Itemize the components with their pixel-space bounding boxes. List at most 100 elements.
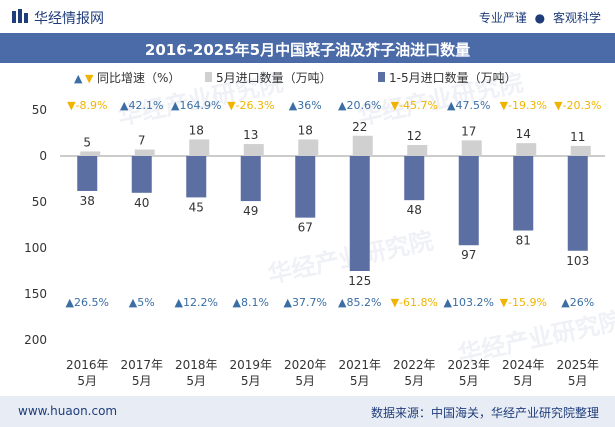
ytd-growth-label: ▲37.7% (284, 296, 327, 309)
ytd-value-label: 67 (298, 221, 313, 235)
top-header: 华经情报网 专业严谨 ● 客观科学 (0, 0, 615, 33)
ytd-value-label: 125 (348, 274, 371, 288)
x-category-label-year: 2022年 (393, 358, 436, 372)
ytd-bar (186, 156, 207, 198)
ytd-value-label: 81 (516, 234, 531, 248)
x-category-label-month: 5月 (295, 374, 315, 388)
may-growth-label: ▲20.6% (338, 99, 381, 112)
chart: 华经产业研究院华经产业研究院华经产业研究院华经产业研究院▲▼同比增速（%）5月进… (24, 69, 615, 388)
ytd-growth-label: ▲26.5% (66, 296, 109, 309)
ytd-value-label: 103 (566, 254, 589, 268)
logo-icon (12, 9, 28, 23)
may-growth-label: ▲42.1% (120, 99, 163, 112)
may-growth-label: ▲164.9% (171, 99, 221, 112)
slogan-separator: ● (534, 11, 546, 25)
x-category-label-month: 5月 (241, 374, 261, 388)
legend-up-marker: ▲ (74, 72, 83, 85)
ytd-bar (240, 156, 261, 202)
legend-ytd-label: 1-5月进口数量（万吨） (389, 70, 517, 85)
x-category-label-month: 5月 (350, 374, 370, 388)
x-category-label-month: 5月 (132, 374, 152, 388)
ytd-value-label: 40 (134, 196, 149, 210)
may-bar (134, 149, 155, 156)
website-url: www.huaon.com (18, 404, 118, 418)
may-growth-label: ▲36% (289, 99, 322, 112)
x-category-label-month: 5月 (459, 374, 479, 388)
y-tick-label: 50 (32, 195, 47, 209)
ytd-bar (349, 156, 370, 271)
ytd-bar (404, 156, 425, 201)
may-value-label: 17 (461, 124, 476, 138)
footer-bar: www.huaon.com 数据来源：中国海关，华经产业研究院整理 (0, 396, 615, 427)
x-category-label-month: 5月 (568, 374, 588, 388)
may-bar (352, 135, 373, 156)
ytd-bar (295, 156, 316, 218)
legend-may-swatch (205, 72, 212, 82)
ytd-value-label: 49 (243, 204, 258, 218)
title-bar: 2016-2025年5月中国菜子油及芥子油进口数量 (0, 33, 615, 63)
x-category-label-year: 2025年 (556, 358, 599, 372)
ytd-growth-label: ▲26% (561, 296, 594, 309)
may-growth-label: ▼-26.3% (227, 99, 274, 112)
ytd-growth-label: ▲8.1% (233, 296, 269, 309)
x-category-label-year: 2016年 (66, 358, 109, 372)
x-category-label-month: 5月 (404, 374, 424, 388)
ytd-value-label: 97 (461, 248, 476, 262)
x-category-label-year: 2021年 (338, 358, 381, 372)
may-value-label: 22 (352, 120, 367, 134)
slogan: 专业严谨 ● 客观科学 (479, 9, 601, 26)
y-tick-label: 150 (24, 287, 47, 301)
may-value-label: 11 (570, 130, 585, 144)
may-growth-label: ▼-45.7% (391, 99, 438, 112)
slogan-part-2: 客观科学 (552, 11, 601, 25)
ytd-bar (77, 156, 98, 191)
legend-may-label: 5月进口数量（万吨） (216, 70, 332, 85)
slogan-part-1: 专业严谨 (478, 11, 527, 25)
may-bar (461, 140, 482, 156)
x-category-label-year: 2017年 (120, 358, 163, 372)
legend-growth-label: 同比增速（%） (97, 71, 180, 85)
ytd-growth-label: ▲12.2% (175, 296, 218, 309)
ytd-growth-label: ▲85.2% (338, 296, 381, 309)
y-tick-label: 100 (24, 241, 47, 255)
ytd-bar (131, 156, 152, 193)
ytd-growth-label: ▼-61.8% (391, 296, 438, 309)
ytd-value-label: 45 (189, 200, 204, 214)
may-growth-label: ▼-20.3% (554, 99, 601, 112)
ytd-bar (513, 156, 534, 231)
chart-title: 2016-2025年5月中国菜子油及芥子油进口数量 (144, 41, 471, 59)
may-bar (407, 144, 428, 156)
data-source: 数据来源：中国海关，华经产业研究院整理 (370, 406, 599, 420)
may-growth-label: ▼-8.9% (67, 99, 107, 112)
may-value-label: 18 (189, 123, 204, 137)
may-value-label: 7 (138, 134, 146, 148)
may-value-label: 13 (243, 128, 258, 142)
legend-ytd-swatch (378, 72, 385, 82)
may-bar (570, 145, 591, 156)
y-tick-label: 50 (32, 103, 47, 117)
x-category-label-month: 5月 (77, 374, 97, 388)
may-value-label: 5 (83, 135, 91, 149)
y-tick-label: 0 (39, 149, 47, 163)
ytd-bar (567, 156, 588, 251)
ytd-growth-label: ▼-15.9% (500, 296, 547, 309)
ytd-growth-label: ▲5% (129, 296, 155, 309)
legend-down-marker: ▼ (85, 72, 94, 85)
may-bar (80, 151, 101, 156)
y-tick-label: 200 (24, 333, 47, 347)
x-category-label-year: 2023年 (447, 358, 490, 372)
may-bar (243, 144, 264, 156)
x-category-label-year: 2020年 (284, 358, 327, 372)
ytd-value-label: 38 (80, 194, 95, 208)
may-bar (298, 139, 319, 156)
may-value-label: 18 (298, 123, 313, 137)
x-category-label-year: 2024年 (502, 358, 545, 372)
may-value-label: 14 (516, 127, 531, 141)
brand-name: 华经情报网 (34, 11, 104, 27)
x-category-label-year: 2019年 (229, 358, 272, 372)
may-value-label: 12 (407, 129, 422, 143)
x-category-label-month: 5月 (513, 374, 533, 388)
may-bar (189, 139, 210, 156)
may-growth-label: ▼-19.3% (500, 99, 547, 112)
x-category-label-year: 2018年 (175, 358, 218, 372)
